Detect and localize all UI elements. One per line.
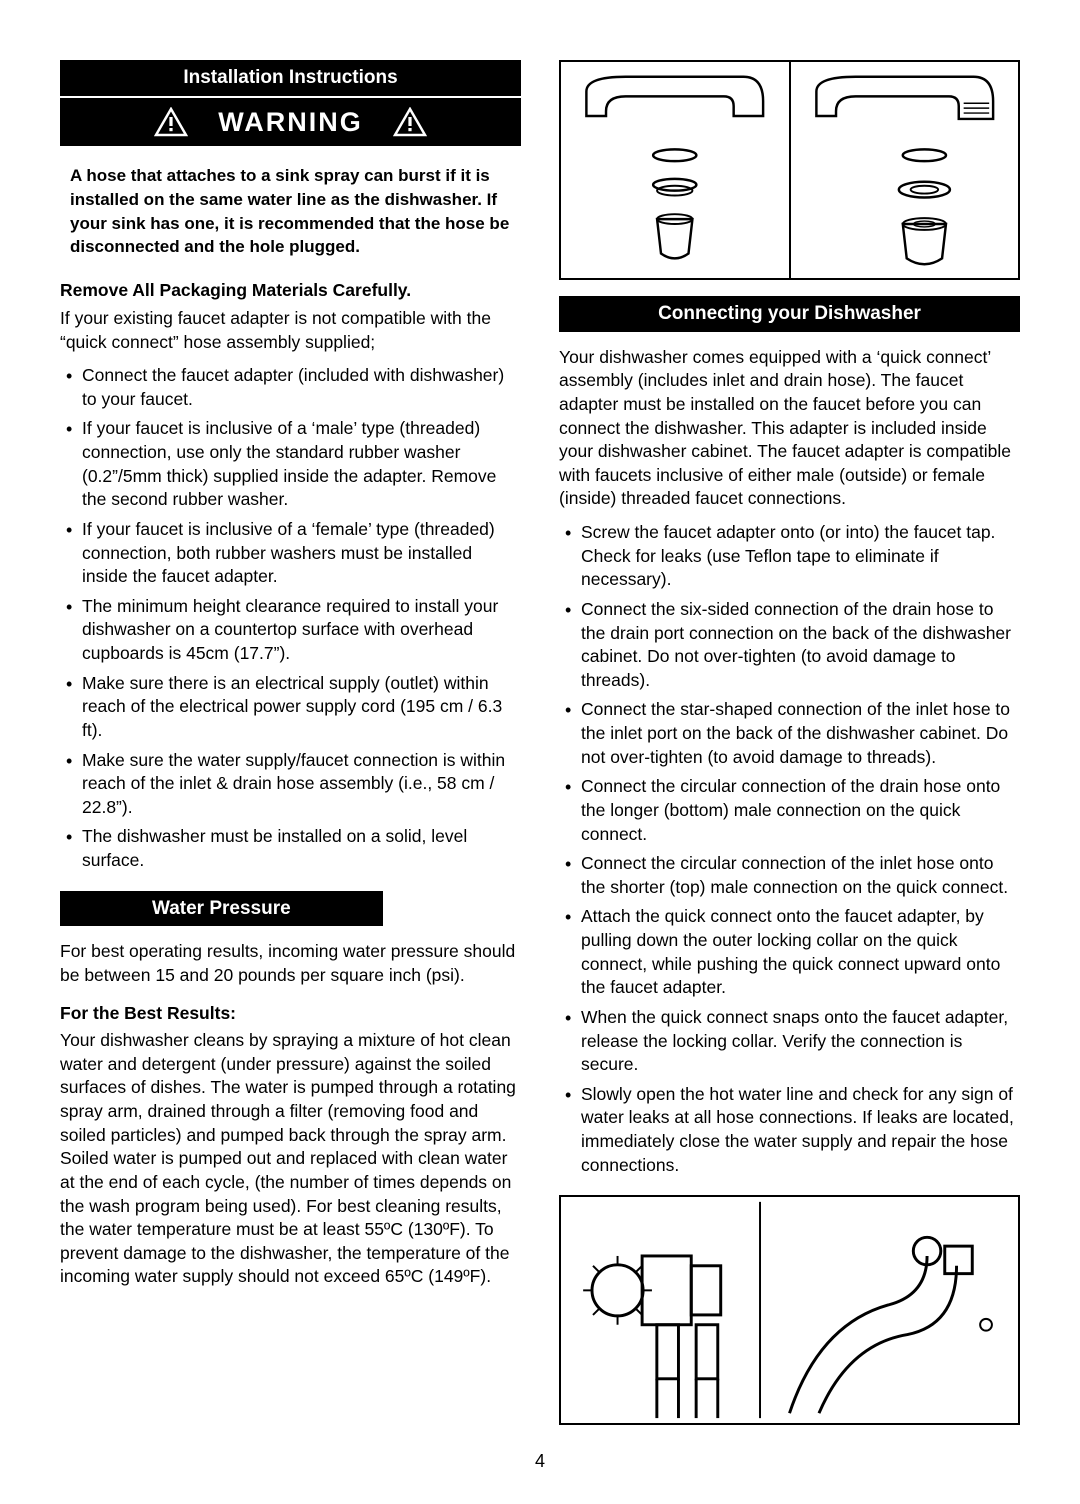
- list-item: Make sure the water supply/faucet connec…: [60, 749, 521, 820]
- list-item: Screw the faucet adapter onto (or into) …: [559, 521, 1020, 592]
- list-item: Connect the circular connection of the d…: [559, 775, 1020, 846]
- faucet-adapter-illustration: [559, 60, 1020, 280]
- warning-triangle-icon: [393, 107, 427, 137]
- warning-body-text: A hose that attaches to a sink spray can…: [60, 164, 521, 279]
- list-item: Connect the six-sided connection of the …: [559, 598, 1020, 693]
- connecting-intro: Your dishwasher comes equipped with a ‘q…: [559, 346, 1020, 511]
- list-item: If your faucet is inclusive of a ‘male’ …: [60, 417, 521, 512]
- right-column: Connecting your Dishwasher Your dishwash…: [559, 60, 1020, 1425]
- list-item: Attach the quick connect onto the faucet…: [559, 905, 1020, 1000]
- installation-header: Installation Instructions: [60, 60, 521, 96]
- list-item: The dishwasher must be installed on a so…: [60, 825, 521, 872]
- list-item: The minimum height clearance required to…: [60, 595, 521, 666]
- remove-packaging-heading: Remove All Packaging Materials Carefully…: [60, 279, 521, 303]
- remove-packaging-intro: If your existing faucet adapter is not c…: [60, 307, 521, 354]
- water-pressure-intro: For best operating results, incoming wat…: [60, 940, 521, 987]
- list-item: Connect the faucet adapter (included wit…: [60, 364, 521, 411]
- warning-bar: WARNING: [60, 98, 521, 146]
- warning-label: WARNING: [218, 104, 363, 140]
- installation-bullet-list: Connect the faucet adapter (included wit…: [60, 364, 521, 873]
- page-columns: Installation Instructions WARNING A hose…: [60, 60, 1020, 1425]
- left-column: Installation Instructions WARNING A hose…: [60, 60, 521, 1425]
- list-item: Slowly open the hot water line and check…: [559, 1083, 1020, 1178]
- list-item: Connect the star-shaped connection of th…: [559, 698, 1020, 769]
- best-results-heading: For the Best Results:: [60, 1002, 521, 1026]
- list-item: Make sure there is an electrical supply …: [60, 672, 521, 743]
- connecting-header: Connecting your Dishwasher: [559, 296, 1020, 332]
- warning-triangle-icon: [154, 107, 188, 137]
- list-item: Connect the circular connection of the i…: [559, 852, 1020, 899]
- faucet-female-illustration: [791, 62, 1019, 278]
- list-item: If your faucet is inclusive of a ‘female…: [60, 518, 521, 589]
- quick-connect-illustration: [559, 1195, 1020, 1425]
- faucet-male-illustration: [561, 62, 791, 278]
- page-number: 4: [60, 1449, 1020, 1473]
- water-pressure-header: Water Pressure: [60, 891, 383, 927]
- best-results-paragraph: Your dishwasher cleans by spraying a mix…: [60, 1029, 521, 1289]
- connecting-bullet-list: Screw the faucet adapter onto (or into) …: [559, 521, 1020, 1177]
- list-item: When the quick connect snaps onto the fa…: [559, 1006, 1020, 1077]
